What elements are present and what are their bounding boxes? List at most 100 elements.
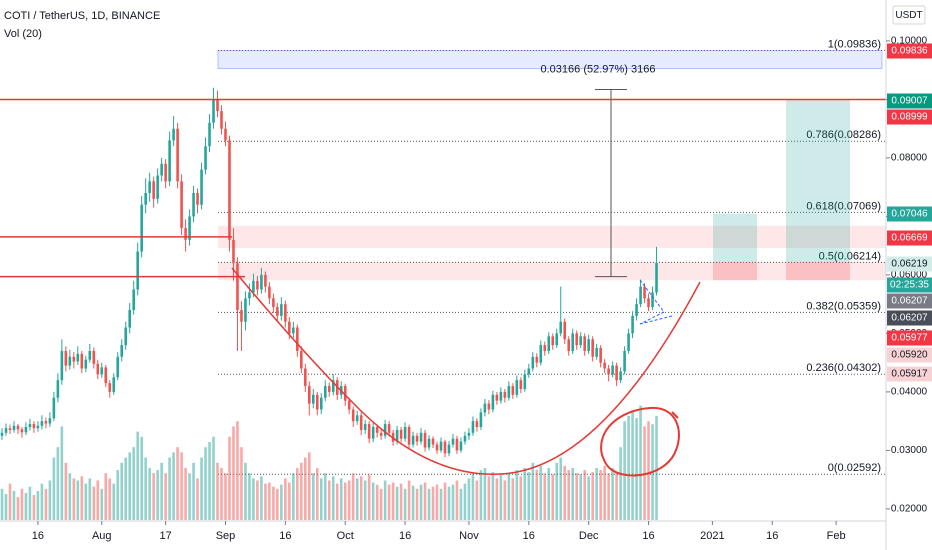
chart-title: COTI / TetherUS, 1D, BINANCE xyxy=(4,10,160,22)
candle-body xyxy=(611,365,614,375)
candle-body xyxy=(84,359,88,369)
position-target xyxy=(786,99,850,263)
candle-body xyxy=(367,424,371,439)
x-tick-label: Sep xyxy=(216,530,236,542)
volume-bar xyxy=(587,476,590,520)
candle-body xyxy=(403,426,407,439)
volume-bar xyxy=(36,490,40,520)
candle-body xyxy=(639,286,642,305)
background-layer: 1(0.09836) 0.786(0.08286) 0.618(0.07069) 0.… xyxy=(217,38,886,475)
price-tag xyxy=(887,109,932,125)
price-tag-label: 02:25:35 xyxy=(890,280,929,291)
candle-body xyxy=(288,321,291,334)
candle-body xyxy=(28,424,32,427)
candle-body xyxy=(631,315,634,334)
volume-bar xyxy=(439,488,443,520)
candle-body xyxy=(395,429,399,442)
volume-bar xyxy=(248,473,251,520)
volume-bar xyxy=(300,462,303,520)
volume-bar xyxy=(327,480,331,520)
y-tick-label: 0.02000 xyxy=(891,504,928,515)
volume-bar xyxy=(467,478,471,520)
volume-bar xyxy=(311,473,315,520)
volume-bar xyxy=(391,482,395,520)
volume-bar xyxy=(232,426,235,520)
volume-bar xyxy=(48,480,52,520)
candle-body xyxy=(72,356,76,362)
volume-bar xyxy=(112,483,116,520)
candle-body xyxy=(655,262,658,293)
volume-bar xyxy=(563,465,567,520)
volume-bar xyxy=(192,462,195,520)
x-tick-label: 16 xyxy=(766,530,778,542)
x-tick-label: 17 xyxy=(160,530,172,542)
candle-body xyxy=(423,432,427,448)
candle-body xyxy=(407,426,411,445)
candle-body xyxy=(20,429,24,433)
candle-body xyxy=(24,426,28,433)
volume-bar xyxy=(100,488,104,520)
volume-bar xyxy=(288,482,291,520)
x-tick-label: 16 xyxy=(523,530,535,542)
volume-bar xyxy=(164,473,167,520)
volume-bar xyxy=(212,436,215,520)
candle-body xyxy=(224,128,227,141)
candle-body xyxy=(599,348,602,363)
volume-bar xyxy=(160,462,163,520)
x-tick-label: 16 xyxy=(279,530,291,542)
candle-body xyxy=(16,425,20,430)
candle-body xyxy=(80,353,84,369)
volume-bar xyxy=(383,480,387,520)
candle-body xyxy=(371,426,375,439)
price-tag xyxy=(887,93,932,109)
candle-body xyxy=(272,298,275,308)
fib-label: 0.786(0.08286) xyxy=(806,129,881,141)
volume-bar xyxy=(140,436,143,520)
volume-bar xyxy=(331,476,335,520)
volume-bar xyxy=(643,426,646,520)
candle-body xyxy=(311,394,315,404)
candle-body xyxy=(268,286,271,299)
candle-body xyxy=(252,280,255,293)
volume-bar xyxy=(304,457,307,520)
candle-body xyxy=(539,345,543,363)
candle-body xyxy=(475,421,479,427)
volume-bar xyxy=(607,473,610,520)
volume-bar xyxy=(44,488,48,520)
candle-body xyxy=(300,350,303,369)
volume-bar xyxy=(308,452,311,520)
candle-body xyxy=(148,181,151,194)
volume-layer xyxy=(0,405,658,520)
volume-bar xyxy=(415,488,419,520)
volume-bar xyxy=(284,478,287,520)
volume-bar xyxy=(128,452,132,520)
candle-body xyxy=(108,383,112,392)
volume-title: Vol (20) xyxy=(4,28,42,40)
candle-body xyxy=(575,333,578,346)
volume-bar xyxy=(8,483,12,520)
fib-label: 0.618(0.07069) xyxy=(806,200,881,212)
position-stop xyxy=(713,262,757,281)
candle-body xyxy=(531,356,535,369)
candle-body xyxy=(260,274,263,290)
price-tag-label: 0.06207 xyxy=(891,313,928,324)
candle-body xyxy=(431,438,435,445)
volume-bar xyxy=(116,470,120,520)
volume-bar xyxy=(124,457,128,520)
volume-bar xyxy=(156,470,159,520)
header-layer: COTI / TetherUS, 1D, BINANCE Vol (20) US… xyxy=(4,5,926,40)
currency[interactable]: USDT xyxy=(895,10,922,21)
candle-body xyxy=(467,432,471,436)
candle-body xyxy=(411,435,415,445)
volume-bar xyxy=(220,468,223,520)
volume-bar xyxy=(471,473,475,520)
volume-bar xyxy=(64,462,68,520)
volume-bar xyxy=(599,470,602,520)
x-tick-label: Feb xyxy=(827,530,846,542)
candle-body xyxy=(527,368,531,375)
currency-box[interactable] xyxy=(892,5,926,25)
candle-body xyxy=(623,350,626,372)
candle-body xyxy=(515,380,519,395)
volume-bar xyxy=(451,484,455,520)
candle-body xyxy=(48,418,52,424)
